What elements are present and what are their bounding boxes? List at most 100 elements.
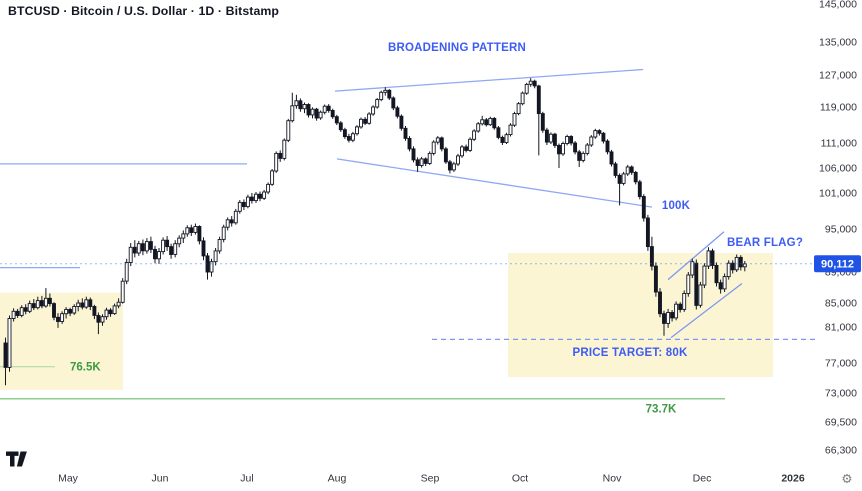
candle: [27, 300, 32, 314]
candle: [153, 245, 157, 264]
price-axis-label: 95,000: [825, 224, 857, 236]
last-price-box: [814, 255, 861, 273]
candle: [310, 107, 315, 119]
candle: [593, 128, 598, 139]
candle: [504, 132, 509, 144]
candle: [658, 288, 662, 318]
candle: [217, 236, 222, 254]
price-axis-label: 135,000: [819, 37, 857, 49]
candle: [367, 112, 372, 125]
candle: [561, 141, 565, 156]
candle: [460, 145, 464, 158]
green-ray-76-5k-label: 76.5K: [70, 362, 101, 374]
candle: [629, 165, 634, 175]
candle: [435, 136, 440, 145]
candle: [641, 194, 646, 222]
candle: [23, 304, 28, 315]
symbol-description: BTCUSD · Bitcoin / U.S. Dollar · 1D · Bi…: [8, 4, 280, 18]
candle: [468, 137, 473, 152]
time-axis-label: Nov: [603, 473, 622, 485]
time-axis-label: Jul: [240, 473, 253, 485]
candle: [423, 157, 428, 166]
candle: [585, 143, 590, 156]
price-axis-label: 69,500: [825, 417, 857, 429]
candle: [342, 127, 347, 139]
candle: [266, 182, 271, 195]
candle: [488, 116, 493, 126]
time-axis-label: 2026: [781, 473, 805, 485]
candle: [116, 298, 121, 309]
candle: [140, 239, 145, 256]
broadening-lower-trendline[interactable]: [336, 158, 653, 208]
candle: [625, 164, 630, 176]
candle: [306, 103, 311, 118]
candle: [124, 258, 129, 285]
candle: [209, 258, 214, 277]
candlestick-series: [3, 78, 747, 386]
candle: [540, 111, 545, 133]
time-axis-label: Jun: [152, 473, 169, 485]
candle: [245, 194, 250, 209]
candle: [60, 311, 65, 324]
candle: [670, 310, 675, 322]
candle: [80, 298, 85, 310]
time-axis[interactable]: May Jun Jul Aug Sep Oct Nov Dec 2026: [58, 473, 805, 485]
candle: [480, 115, 485, 126]
price-target-label: PRICE TARGET: 80K: [572, 347, 688, 359]
broadening-pattern-label: BROADENING PATTERN: [388, 42, 526, 54]
bear-flag-lower-line[interactable]: [670, 282, 743, 339]
candle: [201, 237, 206, 261]
candle: [290, 92, 295, 123]
candle: [193, 223, 198, 235]
candle: [31, 299, 36, 311]
left-accumulation-zone: [0, 292, 123, 390]
chart-settings-gear-icon[interactable]: ⚙: [841, 472, 852, 486]
candle: [237, 200, 242, 214]
candle: [76, 299, 81, 312]
candle: [326, 104, 331, 113]
candle: [573, 141, 578, 155]
candle: [682, 290, 687, 312]
candle: [379, 90, 384, 102]
candle: [355, 125, 359, 136]
candle: [233, 208, 238, 225]
candle: [443, 146, 448, 164]
price-axis[interactable]: 145,000 135,000 127,000 119,000 111,000 106,0…: [819, 0, 857, 457]
candle: [686, 272, 691, 297]
candle: [334, 114, 339, 126]
candle: [621, 171, 626, 186]
candle: [262, 189, 267, 200]
candle: [391, 96, 396, 111]
candle: [722, 273, 727, 292]
candle: [694, 259, 699, 310]
candle: [363, 117, 368, 126]
price-axis-label: 77,000: [825, 358, 857, 370]
candle: [674, 301, 679, 321]
candle: [3, 337, 8, 386]
candle: [100, 314, 105, 326]
candle: [19, 305, 24, 318]
candle: [56, 313, 60, 328]
candle: [508, 123, 513, 137]
broadening-upper-trendline[interactable]: [334, 68, 644, 92]
candle: [500, 135, 505, 145]
candle: [399, 114, 404, 131]
candle: [322, 104, 327, 115]
candle: [225, 217, 230, 231]
candle: [274, 151, 279, 173]
candle: [548, 132, 553, 144]
candle: [205, 253, 210, 280]
candle: [229, 216, 234, 227]
candle: [298, 98, 303, 112]
candle: [161, 237, 166, 255]
bear-flag-upper-line[interactable]: [667, 231, 725, 281]
time-axis-label: Dec: [693, 473, 712, 485]
candle: [132, 240, 137, 258]
candle: [286, 118, 291, 143]
candle: [690, 258, 695, 279]
candle: [609, 149, 614, 167]
candle: [47, 293, 52, 307]
price-axis-label: 111,000: [821, 138, 858, 150]
